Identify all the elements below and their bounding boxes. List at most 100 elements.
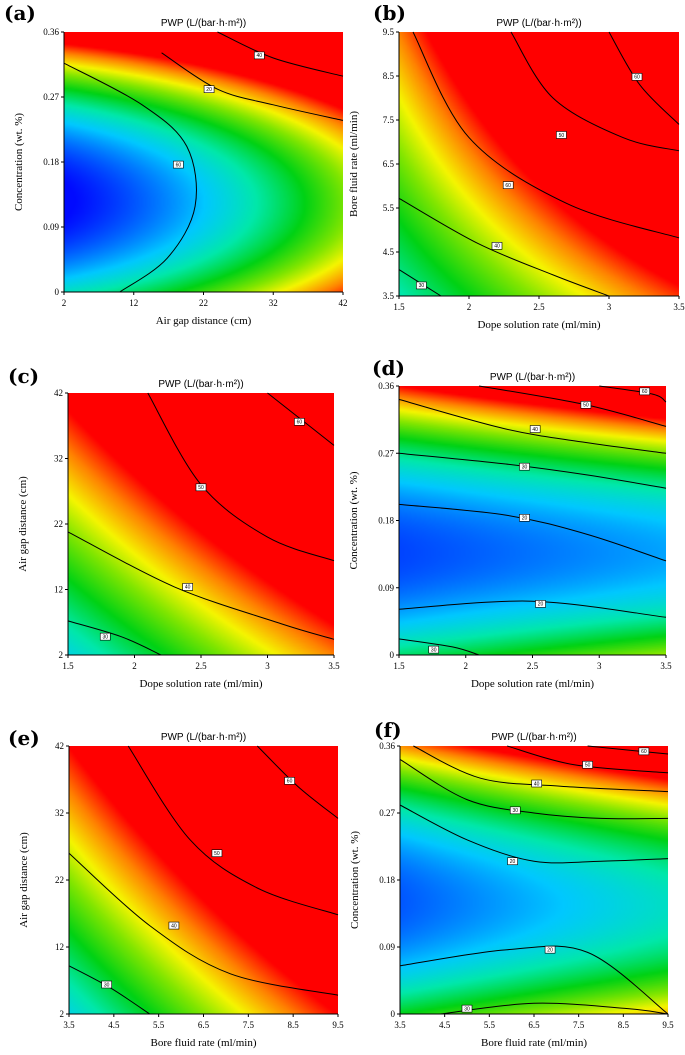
contour-label-box xyxy=(502,181,514,189)
contour-label: 20 xyxy=(538,602,544,608)
contour-label: 40 xyxy=(185,585,191,591)
contour-label: 50 xyxy=(583,403,589,409)
contour-line xyxy=(440,1002,669,1015)
contour-line xyxy=(217,31,344,77)
contour-label: 30 xyxy=(464,1006,470,1012)
contour-line xyxy=(67,531,335,640)
y-tick-label: 9.5 xyxy=(383,27,395,37)
contour-label: 20 xyxy=(522,516,528,522)
contour-label-box xyxy=(99,632,111,641)
y-tick-label: 42 xyxy=(55,741,64,751)
contour-label-box xyxy=(173,160,184,169)
contour-line xyxy=(398,197,610,297)
x-tick-label: 2.5 xyxy=(533,302,545,312)
y-tick-label: 0.18 xyxy=(379,875,395,885)
panel-title: PWP (L/(bar·h·m²)) xyxy=(490,372,575,383)
y-axis-label: Bore fluid rate (ml/min) xyxy=(348,111,360,217)
chart-panel: 30 40 60 50 60 1.5 2 2.5 3 3.5 3.5 4.5 5.5 6.5 7.5 8.5 9… xyxy=(348,1,685,331)
contour-line xyxy=(399,758,669,820)
x-tick-label: 2 xyxy=(132,661,137,671)
contour-line xyxy=(398,452,667,489)
x-tick-label: 1.5 xyxy=(393,302,405,312)
contour-label-box xyxy=(254,51,265,60)
contour-label-box xyxy=(531,779,542,788)
x-tick-label: 5.5 xyxy=(153,1020,165,1030)
contour-label: 60 xyxy=(642,389,648,395)
x-axis-label: Bore fluid rate (ml/min) xyxy=(151,1037,257,1049)
contour-label-box xyxy=(535,600,546,608)
chart-panel: 30 20 20 30 40 50 60 1.5 2 2.5 3 3.5 0 0.09 0.18 0.27 0.… xyxy=(348,356,672,690)
y-tick-label: 0.36 xyxy=(379,741,395,751)
contour-label-box xyxy=(203,85,215,93)
contour-label: 30 xyxy=(431,647,437,653)
contour-label-box xyxy=(509,806,521,815)
y-tick-label: 0.09 xyxy=(378,583,394,593)
x-tick-label: 1.5 xyxy=(62,661,74,671)
x-axis-label: Bore fluid rate (ml/min) xyxy=(481,1037,587,1049)
x-tick-label: 4.5 xyxy=(439,1020,451,1030)
chart-panel: 20 40 60 2 12 22 32 42 0 0.09 0.18 0.27 0.36 PWP (L/(… xyxy=(4,1,348,327)
contour-label: 60 xyxy=(297,420,303,426)
y-axis-label: Air gap distance (cm) xyxy=(17,476,29,572)
y-tick-label: 5.5 xyxy=(383,203,395,213)
contour-label-box xyxy=(519,462,530,471)
contour-line xyxy=(398,503,667,562)
contour-line xyxy=(399,804,669,864)
contour-line xyxy=(507,745,669,774)
x-tick-label: 7.5 xyxy=(243,1020,255,1030)
contour-line xyxy=(608,31,680,125)
contour-label-box xyxy=(211,849,223,858)
contour-line xyxy=(267,392,335,446)
x-tick-label: 9.5 xyxy=(332,1020,344,1030)
y-tick-label: 0.09 xyxy=(379,942,395,952)
panel-letter: (d) xyxy=(372,356,405,380)
panel-letter: (f) xyxy=(374,718,402,742)
contour-label-box xyxy=(195,483,207,492)
contour-label: 50 xyxy=(585,763,591,769)
x-tick-label: 3 xyxy=(597,661,602,671)
x-tick-label: 4.5 xyxy=(108,1020,120,1030)
x-tick-label: 8.5 xyxy=(288,1020,300,1030)
chart-panel: 30 40 50 60 3.5 4.5 5.5 6.5 7.5 8.5 9.5 2 12 22 32 42 PW… xyxy=(8,726,344,1049)
contour-label: 30 xyxy=(102,634,108,640)
x-tick-label: 5.5 xyxy=(484,1020,496,1030)
y-tick-label: 0.36 xyxy=(378,381,394,391)
panel-letter: (c) xyxy=(8,364,39,388)
x-tick-label: 2 xyxy=(62,298,67,308)
x-tick-label: 32 xyxy=(269,298,278,308)
contour-label: 30 xyxy=(104,982,110,988)
y-tick-label: 6.5 xyxy=(383,159,395,169)
contour-label-box xyxy=(638,747,650,756)
y-tick-label: 12 xyxy=(54,585,63,595)
contour-label: 60 xyxy=(287,779,293,785)
x-tick-label: 12 xyxy=(129,298,138,308)
contour-line xyxy=(413,745,669,793)
x-tick-label: 7.5 xyxy=(573,1020,585,1030)
x-tick-label: 3.5 xyxy=(63,1020,75,1030)
contour-label: 40 xyxy=(534,781,540,787)
y-tick-label: 0.27 xyxy=(378,448,394,458)
contour-label: 60 xyxy=(641,749,647,755)
contour-label: 30 xyxy=(512,808,518,814)
y-tick-label: 22 xyxy=(54,519,63,529)
contour-label-box xyxy=(507,857,518,866)
contour-label: 60 xyxy=(505,183,511,189)
heatmap-surface xyxy=(400,746,668,1014)
contour-line xyxy=(412,31,680,239)
x-tick-label: 3.5 xyxy=(328,661,340,671)
contour-label: 60 xyxy=(176,162,182,168)
contour-line xyxy=(68,852,339,996)
panel-title: PWP (L/(bar·h·m²)) xyxy=(491,732,576,743)
contour-label: 20 xyxy=(547,947,553,953)
x-tick-label: 9.5 xyxy=(662,1020,674,1030)
contour-label: 20 xyxy=(510,859,516,865)
contour-label-box xyxy=(519,514,530,522)
x-axis-label: Dope solution rate (ml/min) xyxy=(477,319,600,331)
contour-label-box xyxy=(556,131,567,139)
x-tick-label: 3.5 xyxy=(660,661,672,671)
y-axis-label: Concentration (wt. %) xyxy=(349,831,361,929)
contour-line xyxy=(147,392,335,562)
panel-title: PWP (L/(bar·h·m²)) xyxy=(161,732,246,743)
y-tick-label: 42 xyxy=(54,388,63,398)
